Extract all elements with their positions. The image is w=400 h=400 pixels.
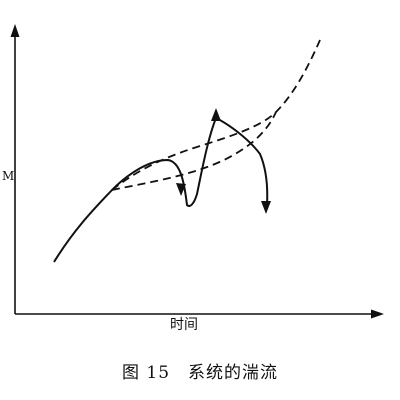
curve-arrowhead-right	[261, 201, 271, 214]
x-axis-label: 时间	[170, 317, 198, 333]
axes	[14, 34, 376, 315]
curve-arrowhead-up	[211, 108, 221, 121]
figure-caption: 图 15 系统的湍流	[0, 358, 400, 383]
y-axis-label: M	[2, 169, 15, 183]
caption-title: 系统的湍流	[188, 363, 279, 383]
dashed-lower-curve	[111, 111, 277, 191]
curve-arrowhead-left	[176, 183, 186, 196]
y-axis-arrowhead	[10, 24, 20, 37]
dashed-upper-curve	[111, 39, 321, 191]
x-axis-arrowhead	[371, 309, 384, 319]
caption-number: 图 15	[121, 363, 171, 383]
dashed-band	[111, 39, 321, 191]
actual-growth-curve	[53, 116, 269, 263]
